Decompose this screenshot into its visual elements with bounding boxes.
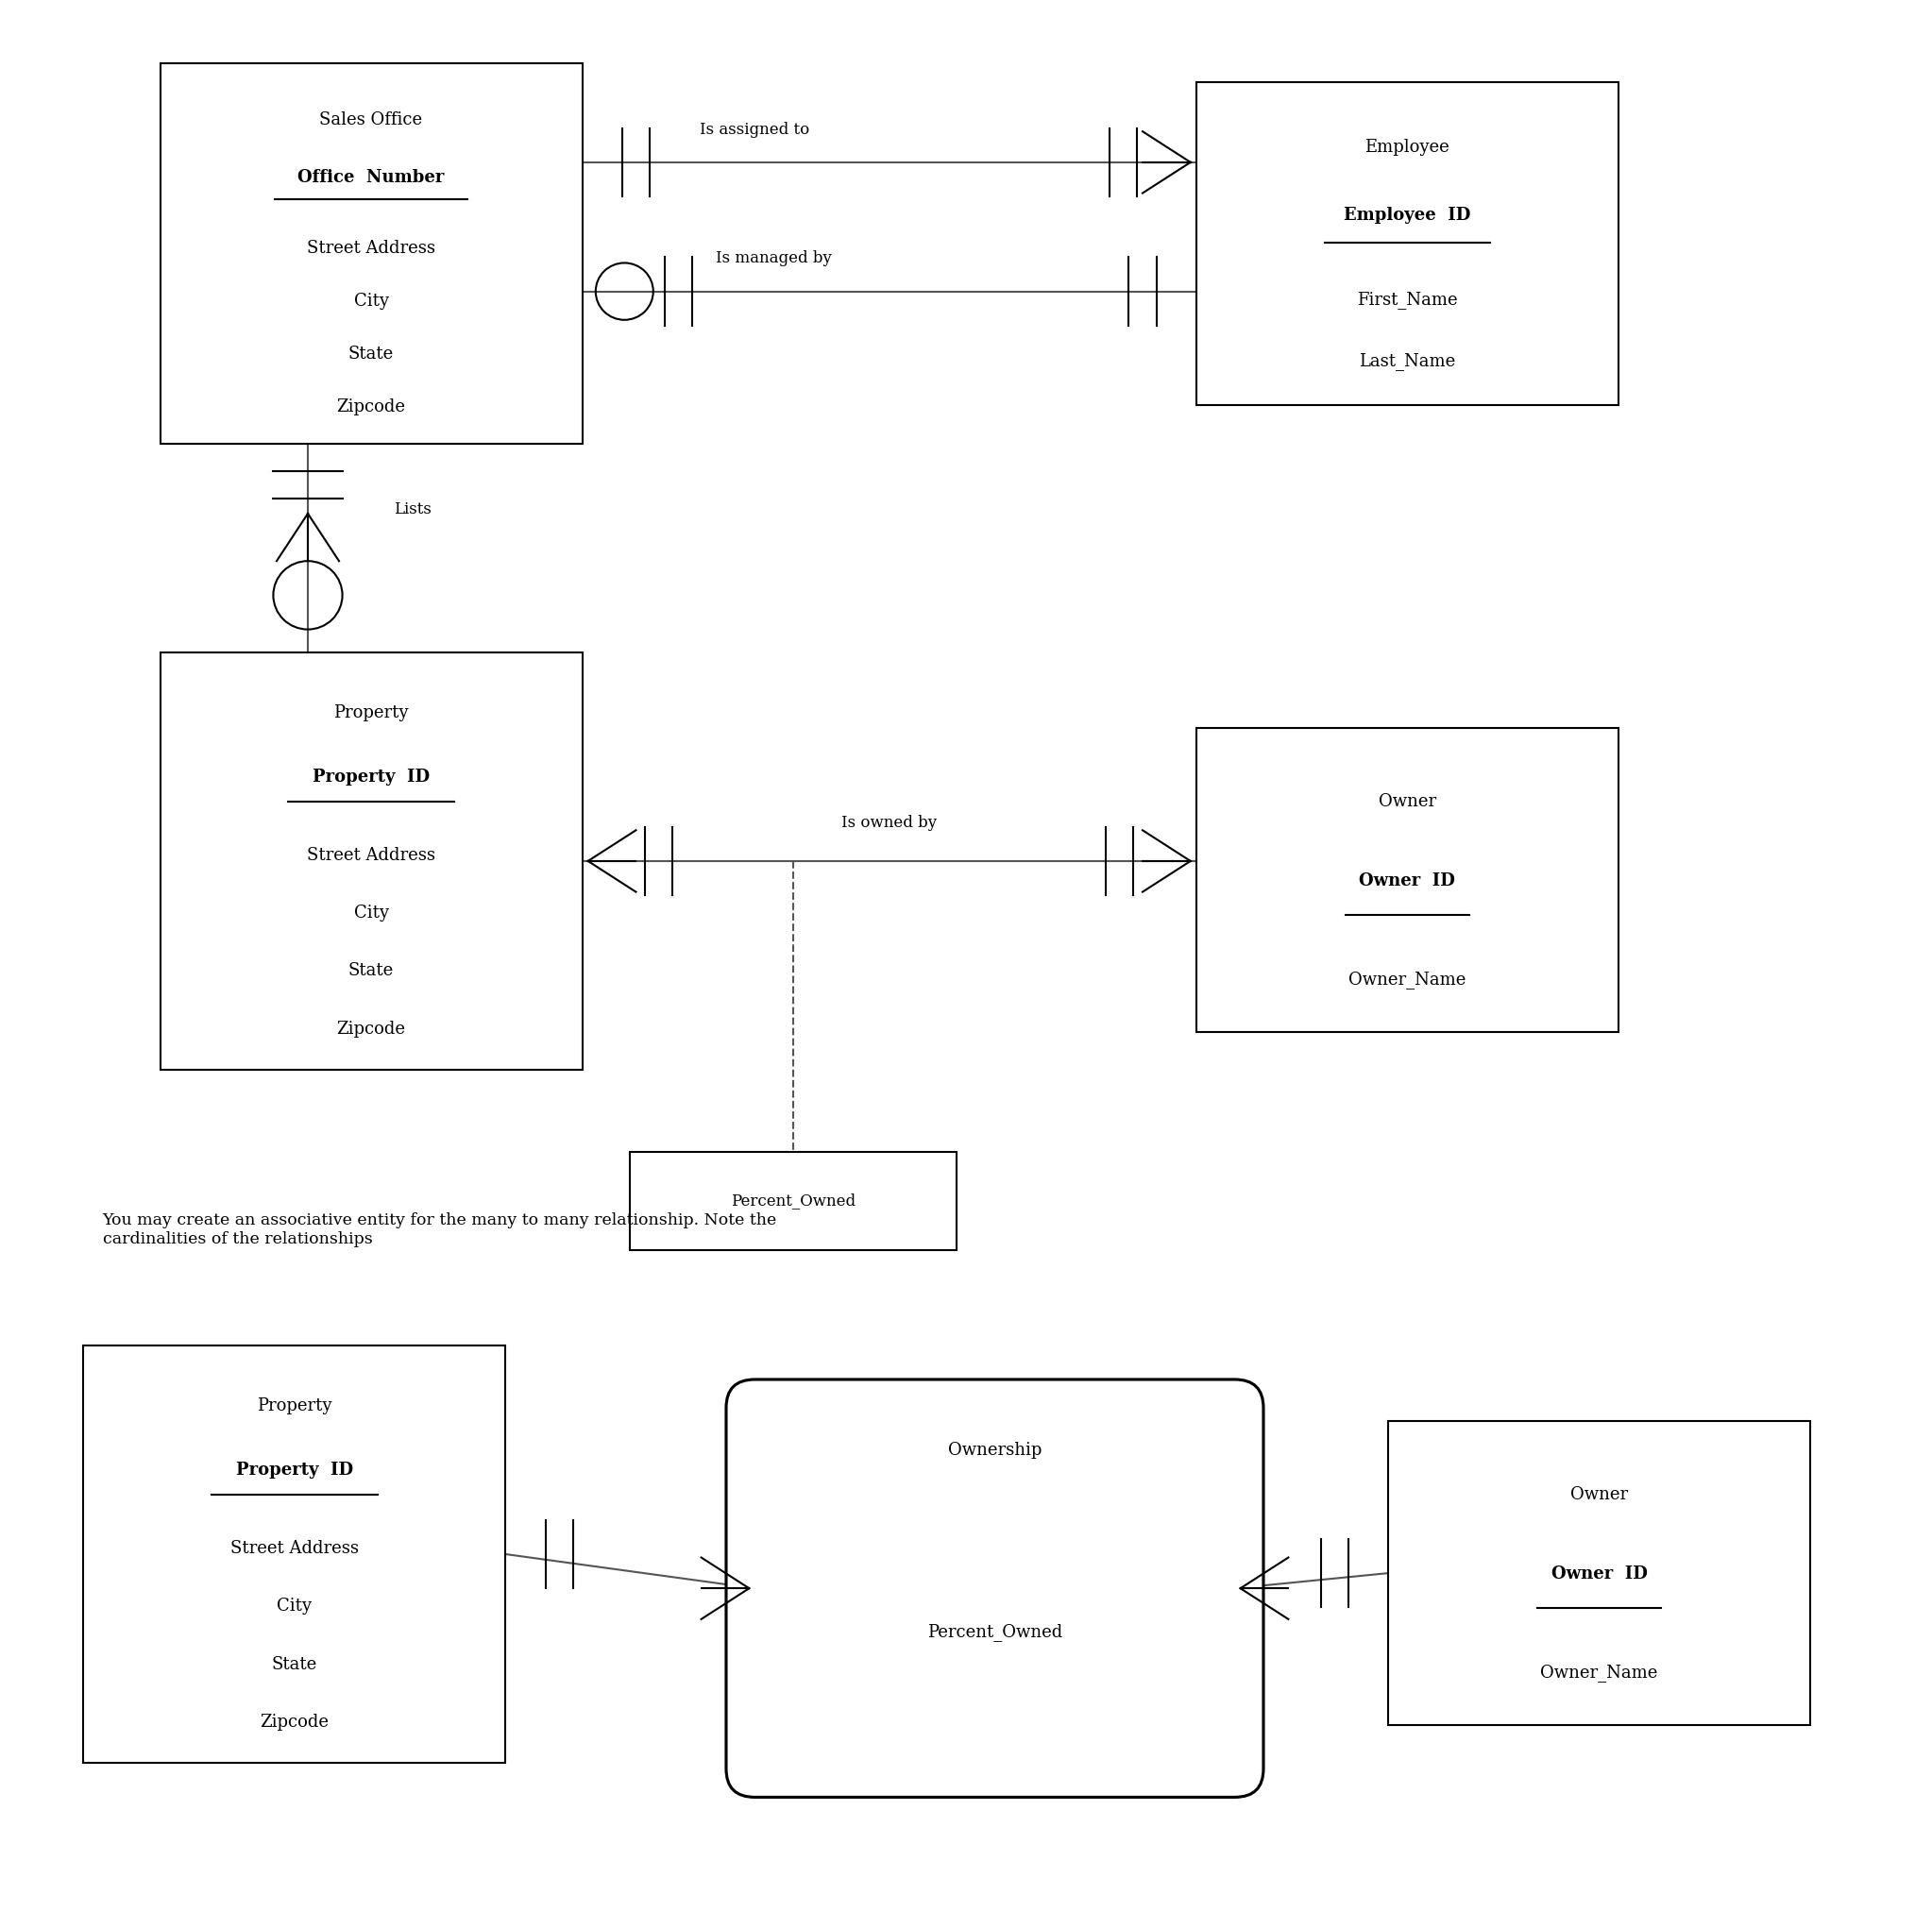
Text: Sales Office: Sales Office	[319, 111, 423, 128]
Text: Owner_Name: Owner_Name	[1349, 971, 1466, 989]
Text: Property  ID: Property ID	[313, 769, 429, 786]
Text: Property: Property	[257, 1398, 332, 1415]
Text: Street Address: Street Address	[307, 847, 435, 864]
Bar	[630, 1151, 956, 1250]
Text: City: City	[276, 1598, 311, 1614]
Text: Percent_Owned: Percent_Owned	[730, 1193, 856, 1208]
Text: Ownership: Ownership	[949, 1442, 1041, 1459]
Text: State: State	[348, 346, 394, 363]
Bar	[160, 63, 582, 444]
FancyBboxPatch shape	[726, 1379, 1264, 1797]
Text: City: City	[354, 904, 388, 922]
Text: Is managed by: Is managed by	[717, 250, 833, 266]
Text: Owner  ID: Owner ID	[1360, 872, 1455, 889]
Text: Owner_Name: Owner_Name	[1540, 1663, 1658, 1681]
Text: Owner: Owner	[1379, 793, 1435, 811]
Text: Owner  ID: Owner ID	[1551, 1566, 1648, 1583]
Text: You may create an associative entity for the many to many relationship. Note the: You may create an associative entity for…	[102, 1212, 777, 1247]
Text: Zipcode: Zipcode	[336, 398, 406, 415]
Bar	[1196, 728, 1619, 1032]
Text: Property  ID: Property ID	[236, 1461, 354, 1478]
Text: Zipcode: Zipcode	[261, 1713, 328, 1730]
Bar	[83, 1346, 506, 1763]
Text: Street Address: Street Address	[307, 241, 435, 258]
Text: City: City	[354, 293, 388, 310]
Text: Zipcode: Zipcode	[336, 1021, 406, 1038]
Text: Is assigned to: Is assigned to	[699, 122, 810, 138]
Text: Percent_Owned: Percent_Owned	[927, 1623, 1063, 1640]
Text: Employee: Employee	[1366, 138, 1449, 155]
Bar	[160, 652, 582, 1071]
Text: First_Name: First_Name	[1356, 291, 1457, 308]
Text: Office  Number: Office Number	[298, 168, 444, 185]
Text: State: State	[272, 1656, 317, 1673]
Text: Property: Property	[334, 704, 410, 721]
Text: Employee  ID: Employee ID	[1345, 206, 1470, 224]
Bar	[1389, 1421, 1810, 1725]
Text: Is owned by: Is owned by	[842, 815, 937, 830]
Text: Owner: Owner	[1571, 1486, 1629, 1503]
Text: State: State	[348, 962, 394, 979]
Text: Last_Name: Last_Name	[1358, 352, 1455, 371]
Text: Lists: Lists	[394, 501, 433, 518]
Text: Street Address: Street Address	[230, 1539, 359, 1556]
Bar	[1196, 82, 1619, 405]
